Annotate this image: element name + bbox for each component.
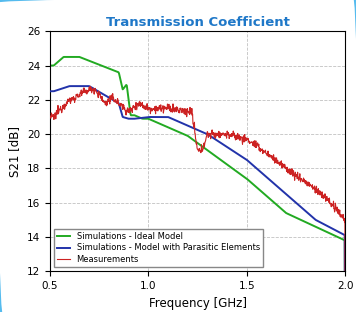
Simulations - Ideal Model: [224, 162, 229, 166]
Simulations - Ideal Model: [62, 55, 66, 59]
Measurements: [88, 85, 92, 88]
Simulations - Model with Parasitic Elements: [208, 134, 213, 138]
Simulations - Model with Parasitic Elements: [190, 126, 195, 129]
Simulations - Ideal Model: [290, 214, 295, 218]
Line: Simulations - Model with Parasitic Elements: Simulations - Model with Parasitic Eleme…: [50, 86, 345, 312]
Simulations - Ideal Model: [189, 136, 193, 140]
Measurements: [48, 115, 52, 119]
Title: Transmission Coefficient: Transmission Coefficient: [106, 16, 289, 29]
Measurements: [220, 132, 224, 136]
Measurements: [303, 180, 307, 184]
Simulations - Ideal Model: [208, 150, 213, 154]
Y-axis label: S21 [dB]: S21 [dB]: [8, 126, 21, 177]
Line: Measurements: Measurements: [50, 86, 345, 312]
Simulations - Model with Parasitic Elements: [48, 89, 52, 93]
Simulations - Model with Parasitic Elements: [68, 84, 72, 88]
Measurements: [66, 97, 70, 101]
Simulations - Ideal Model: [337, 236, 341, 239]
Simulations - Model with Parasitic Elements: [337, 230, 341, 234]
Legend: Simulations - Ideal Model, Simulations - Model with Parasitic Elements, Measurem: Simulations - Ideal Model, Simulations -…: [54, 229, 263, 267]
Measurements: [272, 158, 277, 162]
Simulations - Model with Parasitic Elements: [290, 198, 295, 202]
Simulations - Model with Parasitic Elements: [224, 145, 229, 149]
X-axis label: Frequency [GHz]: Frequency [GHz]: [148, 297, 247, 310]
Simulations - Ideal Model: [48, 64, 52, 67]
Measurements: [227, 135, 232, 139]
Simulations - Ideal Model: [190, 138, 195, 141]
Line: Simulations - Ideal Model: Simulations - Ideal Model: [50, 57, 345, 312]
Measurements: [236, 137, 241, 140]
Simulations - Model with Parasitic Elements: [189, 125, 193, 129]
